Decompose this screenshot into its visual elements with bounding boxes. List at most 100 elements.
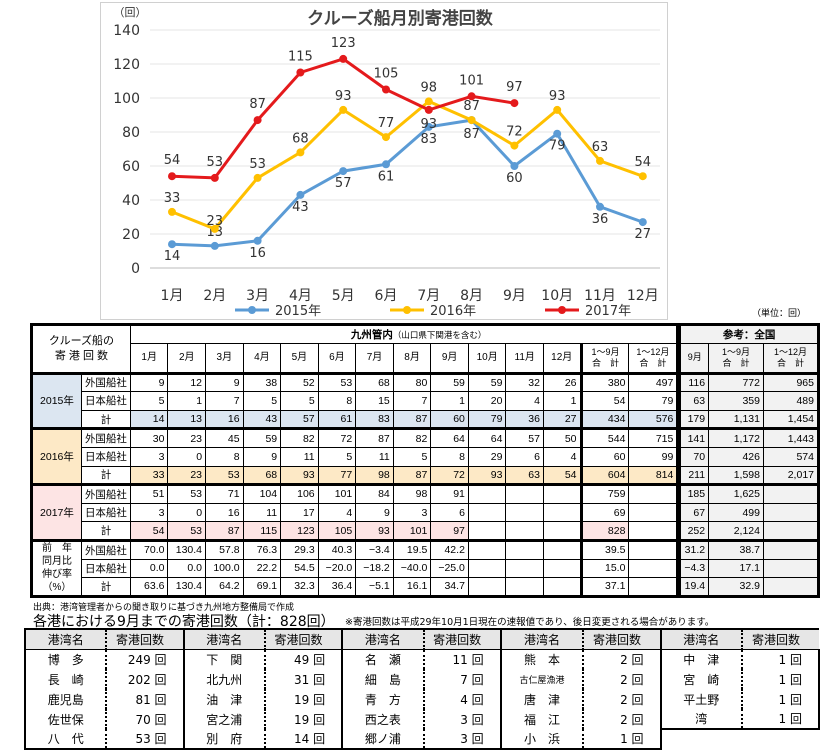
value-cell: 23 [167, 465, 207, 486]
value-cell: 5 [242, 391, 282, 411]
value-cell: 53 [205, 465, 244, 486]
value-cell: 50 [542, 427, 582, 448]
data-label: 93 [421, 117, 438, 132]
national-value-cell: 1,172 [708, 427, 764, 448]
national-value-cell: 252 [676, 521, 710, 541]
port-name: 油 津 [182, 689, 265, 709]
source-note: 出典：港湾管理者からの聞き取りに基づき九州地方整備局で作成 [33, 603, 295, 613]
series-line-2016年 [171, 99, 644, 231]
port-name: 古仁屋漁港 [499, 669, 584, 689]
value-cell: 105 [317, 521, 357, 541]
value-cell: 814 [628, 465, 680, 486]
value-cell: 4 [505, 391, 544, 411]
data-label: 83 [421, 132, 438, 147]
value-cell: 79 [467, 409, 507, 430]
month-header: 12月 [542, 342, 582, 374]
row-type-label: 計 [80, 577, 131, 597]
value-cell: 380 [579, 371, 630, 393]
port-name: 長 崎 [23, 669, 107, 689]
month-header: 10月 [467, 342, 507, 374]
data-label: 54 [164, 153, 181, 168]
value-cell: 59 [242, 427, 282, 448]
month-header: 8月 [392, 342, 432, 374]
legend-marker [403, 306, 411, 314]
port-call-count: 1 回 [740, 689, 820, 709]
data-label: 60 [506, 171, 523, 186]
port-name: 下 関 [182, 649, 265, 669]
national-value-cell: 359 [708, 391, 764, 411]
call-count-header: 寄港回数 [582, 628, 661, 650]
port-name: 博 多 [23, 649, 107, 669]
series-line-2015年 [171, 118, 644, 248]
row-type-label: 外国船社 [80, 538, 131, 560]
port-call-count: 19 回 [263, 709, 343, 729]
legend-label: 2016年 [430, 304, 476, 319]
national-value-cell: 2,017 [762, 465, 820, 486]
port-call-count: 53 回 [105, 729, 184, 750]
data-label: 54 [635, 155, 652, 170]
national-value-cell: 63 [676, 391, 710, 411]
value-cell: 9 [205, 371, 244, 393]
value-cell: 32 [505, 371, 544, 393]
x-tick-label: 6月 [375, 288, 398, 304]
value-cell: 51 [129, 483, 169, 504]
national-value-cell: 19.4 [676, 577, 710, 597]
value-cell: 33 [129, 465, 169, 486]
y-tick-label: 40 [122, 193, 140, 209]
port-call-count: 2 回 [582, 689, 661, 709]
data-label: 72 [506, 125, 523, 140]
value-cell: 36 [505, 409, 544, 430]
value-cell: 38 [242, 371, 282, 393]
month-header: 9月 [430, 342, 469, 374]
x-tick-label: 9月 [503, 288, 526, 304]
port-call-count: 2 回 [582, 669, 661, 689]
value-cell [505, 483, 544, 504]
value-cell: 54 [542, 465, 582, 486]
data-point [382, 85, 390, 94]
port-name: 細 島 [341, 669, 424, 689]
ports-heading: 各港における9月までの寄港回数（計：828回） [33, 614, 335, 630]
national-value-cell [762, 483, 820, 504]
value-cell: 19.5 [392, 538, 432, 560]
legend-marker [558, 306, 566, 314]
data-point [210, 241, 219, 250]
data-label: 87 [463, 99, 480, 114]
value-cell: 36.4 [317, 577, 357, 597]
x-tick-label: 7月 [417, 288, 440, 304]
value-cell: 98 [392, 483, 432, 504]
value-cell: 83 [355, 409, 394, 430]
national-value-cell [762, 558, 820, 579]
port-name-header: 港湾名 [659, 628, 742, 650]
data-label: 36 [592, 212, 609, 227]
national-value-cell: 70 [676, 446, 710, 467]
data-point [296, 148, 305, 157]
value-cell: 27 [542, 409, 582, 430]
port-name: 青 方 [341, 689, 424, 709]
value-cell: 828 [579, 521, 630, 541]
value-cell: 9 [355, 502, 394, 523]
row-type-label: 計 [80, 409, 131, 430]
year-label: 2015年 [31, 371, 82, 430]
value-cell: 52 [280, 371, 319, 393]
data-label: 101 [459, 73, 484, 88]
value-cell: 1 [542, 391, 582, 411]
row-type-label: 外国船社 [80, 427, 131, 448]
value-cell: 29 [467, 446, 507, 467]
national-value-cell: 67 [676, 502, 710, 523]
value-cell: 93 [467, 465, 507, 486]
value-cell: 3 [392, 502, 432, 523]
y-tick-label: 100 [113, 91, 140, 107]
port-name: 小 浜 [499, 729, 584, 750]
national-value-cell: 574 [762, 446, 820, 467]
national-value-cell: 2,124 [708, 521, 764, 541]
value-cell: 11 [280, 446, 319, 467]
value-cell [467, 558, 507, 579]
unit-label: （単位：回） [752, 309, 807, 319]
y-tick-label: 80 [122, 125, 140, 141]
port-call-count: 3 回 [422, 729, 501, 750]
national-header: 参考：全国 [676, 324, 819, 344]
value-cell: 80 [392, 371, 432, 393]
port-name: 郷ノ浦 [341, 729, 424, 750]
data-point [339, 167, 348, 176]
value-cell: −3.4 [355, 538, 394, 560]
